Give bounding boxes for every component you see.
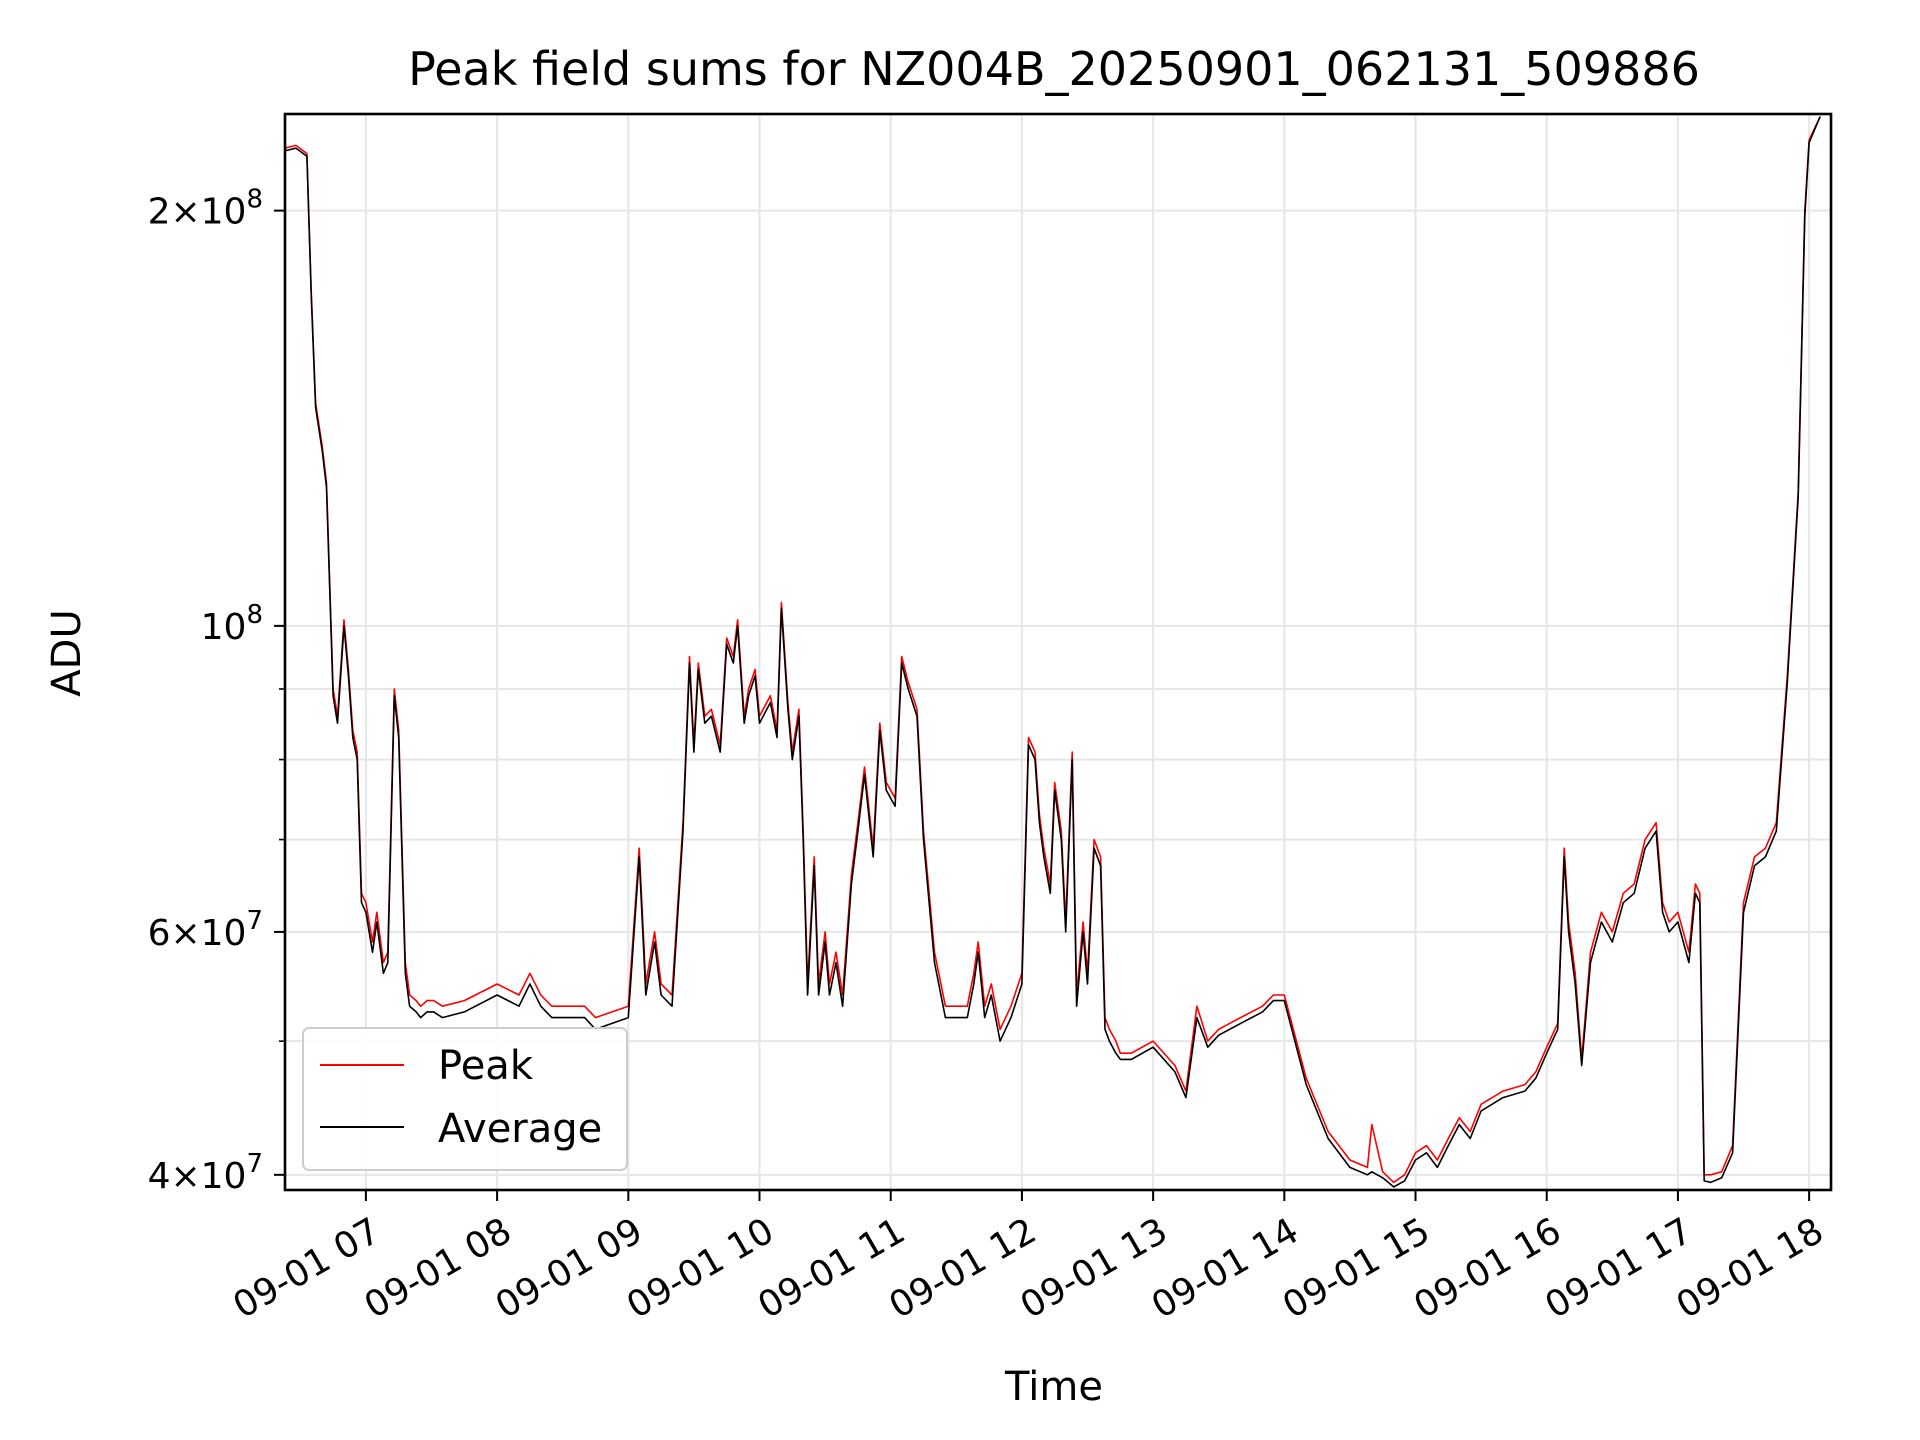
- y-tick-label: 2×108: [148, 185, 263, 233]
- x-axis-label: Time: [1004, 1364, 1103, 1410]
- y-tick-label: 108: [201, 600, 263, 648]
- plot-series: [285, 116, 1821, 1188]
- legend-box: [302, 1027, 628, 1171]
- y-axis-label: ADU: [44, 609, 90, 696]
- chart-title: Peak field sums for NZ004B_20250901_0621…: [408, 42, 1700, 96]
- y-tick-label: 6×107: [148, 906, 263, 954]
- legend-label-average: Average: [438, 1106, 602, 1152]
- y-axis: 4×107 6×107 108 2×108: [148, 185, 285, 1197]
- series-line-average: [285, 116, 1821, 1188]
- y-tick-label: 4×107: [148, 1149, 263, 1197]
- plot-frame: [283, 112, 1833, 1192]
- legend: Peak Average: [302, 1027, 628, 1171]
- legend-label-peak: Peak: [438, 1043, 534, 1089]
- grid: [285, 114, 1831, 1190]
